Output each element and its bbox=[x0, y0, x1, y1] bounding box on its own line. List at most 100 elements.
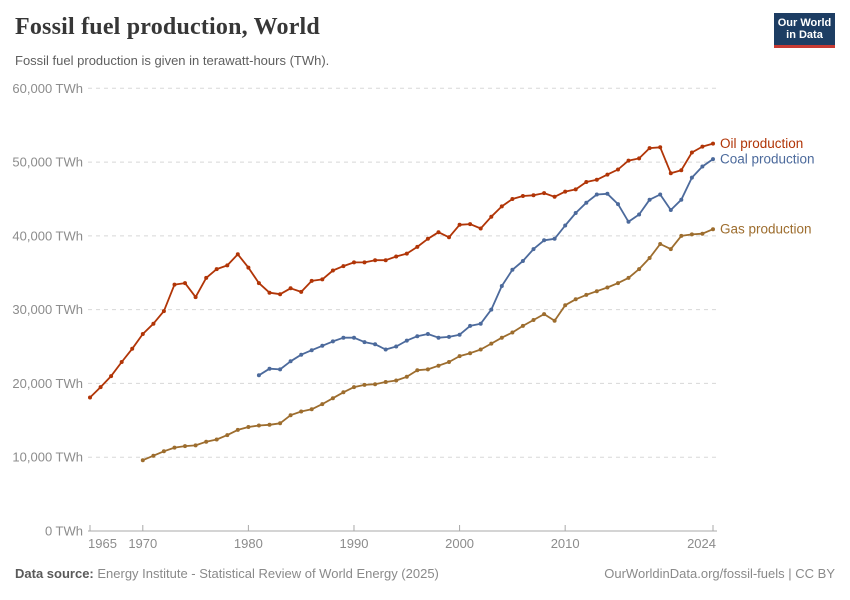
oil-production-point bbox=[246, 265, 251, 270]
oil-production-point bbox=[499, 204, 504, 209]
coal-production-point bbox=[447, 334, 451, 339]
x-tick-label-1980: 1980 bbox=[234, 536, 263, 551]
gas-production-point bbox=[594, 289, 599, 294]
gas-production-point bbox=[299, 409, 304, 414]
oil-production-point bbox=[214, 267, 219, 272]
oil-production-point bbox=[584, 180, 589, 184]
gas-production-point bbox=[520, 323, 525, 328]
oil-production-point bbox=[425, 236, 430, 241]
coal-production-point bbox=[320, 343, 325, 348]
gas-production-point bbox=[447, 360, 451, 364]
oil-production-point bbox=[531, 193, 536, 198]
y-tick-label: 50,000 TWh bbox=[12, 155, 83, 170]
coal-production-point bbox=[394, 344, 399, 349]
coal-production-point bbox=[616, 202, 620, 207]
oil-production-point bbox=[689, 150, 694, 155]
coal-production-point bbox=[267, 366, 272, 371]
coal-production-point bbox=[299, 352, 304, 357]
x-tick-label-1970: 1970 bbox=[128, 536, 157, 551]
coal-production-point bbox=[679, 197, 684, 202]
gas-production-point bbox=[320, 402, 325, 407]
oil-production-point bbox=[341, 264, 346, 269]
gas-production-point bbox=[267, 422, 272, 427]
oil-production-point bbox=[637, 156, 642, 161]
y-tick-label: 60,000 TWh bbox=[12, 81, 83, 96]
gas-production-label: Gas production bbox=[720, 222, 812, 237]
owid-logo[interactable]: Our World in Data bbox=[774, 13, 835, 48]
coal-production-point bbox=[256, 373, 261, 378]
oil-production-point bbox=[658, 145, 663, 150]
gas-production-point bbox=[689, 232, 694, 237]
gas-production-point bbox=[658, 242, 663, 246]
y-tick-label: 20,000 TWh bbox=[12, 376, 83, 391]
y-tick-label: 10,000 TWh bbox=[12, 450, 83, 465]
oil-production-point bbox=[700, 144, 705, 149]
gas-production-point bbox=[183, 444, 187, 449]
oil-production-point bbox=[383, 258, 388, 263]
oil-production-point bbox=[98, 385, 103, 390]
coal-production-point bbox=[510, 267, 515, 272]
gas-production-point bbox=[605, 285, 610, 290]
gas-production-point bbox=[616, 281, 620, 286]
gas-production-point bbox=[468, 351, 473, 356]
oil-production-point bbox=[552, 194, 557, 199]
oil-production-point bbox=[109, 374, 114, 379]
coal-production-point bbox=[425, 332, 430, 336]
gas-production-point bbox=[278, 421, 283, 426]
coal-production-point bbox=[373, 342, 378, 347]
coal-production-point bbox=[288, 359, 293, 364]
coal-production-point bbox=[362, 340, 367, 345]
coal-production-point bbox=[573, 211, 578, 215]
coal-production-point bbox=[542, 238, 547, 243]
oil-production-point bbox=[204, 275, 209, 280]
gas-production-point bbox=[383, 380, 388, 384]
oil-production-point bbox=[183, 281, 187, 286]
oil-production-point bbox=[320, 277, 325, 282]
oil-production-point bbox=[172, 282, 177, 287]
coal-production-label: Coal production bbox=[720, 152, 815, 167]
coal-production-point bbox=[499, 284, 504, 288]
gas-production-point bbox=[499, 335, 504, 340]
oil-production-point bbox=[404, 251, 409, 256]
oil-production-point bbox=[161, 309, 166, 314]
coal-production-series: Coal production bbox=[256, 152, 815, 378]
oil-production-point bbox=[647, 146, 652, 151]
coal-production-point bbox=[489, 307, 494, 312]
gas-production-point bbox=[436, 363, 441, 368]
gas-production-point bbox=[489, 341, 494, 346]
oil-production-point bbox=[130, 346, 135, 351]
oil-production-point bbox=[394, 254, 399, 259]
oil-production-point bbox=[542, 191, 547, 196]
x-tick-label-2000: 2000 bbox=[445, 536, 474, 551]
coal-production-point bbox=[647, 197, 652, 202]
oil-production-point bbox=[468, 222, 473, 227]
oil-production-point bbox=[679, 168, 684, 173]
oil-production-point bbox=[489, 214, 494, 219]
oil-production-point bbox=[457, 222, 462, 227]
oil-production-point bbox=[352, 260, 356, 265]
oil-production-point bbox=[151, 321, 156, 326]
coal-production-point bbox=[700, 164, 705, 169]
oil-production-point bbox=[235, 252, 240, 257]
oil-production-point bbox=[267, 290, 272, 295]
oil-production-point bbox=[256, 281, 261, 286]
oil-production-point bbox=[447, 235, 451, 240]
oil-production-point bbox=[299, 289, 304, 294]
coal-production-point bbox=[626, 219, 631, 224]
coal-production-line bbox=[258, 158, 714, 377]
datasource-text: Energy Institute - Statistical Review of… bbox=[93, 566, 439, 581]
coal-production-point bbox=[520, 259, 525, 263]
oil-production-point bbox=[330, 268, 335, 273]
gas-production-point bbox=[563, 303, 568, 308]
gas-production-point bbox=[172, 445, 177, 450]
coal-production-point bbox=[404, 338, 409, 343]
oil-production-point bbox=[309, 278, 314, 283]
oil-production-point bbox=[140, 332, 145, 336]
gas-production-point bbox=[404, 374, 409, 379]
gas-production-series: Gas production bbox=[140, 222, 812, 463]
owid-link[interactable]: OurWorldinData.org/fossil-fuels bbox=[604, 566, 785, 581]
gas-production-point bbox=[193, 443, 198, 448]
coal-production-point bbox=[668, 208, 673, 212]
gas-production-point bbox=[309, 407, 314, 412]
